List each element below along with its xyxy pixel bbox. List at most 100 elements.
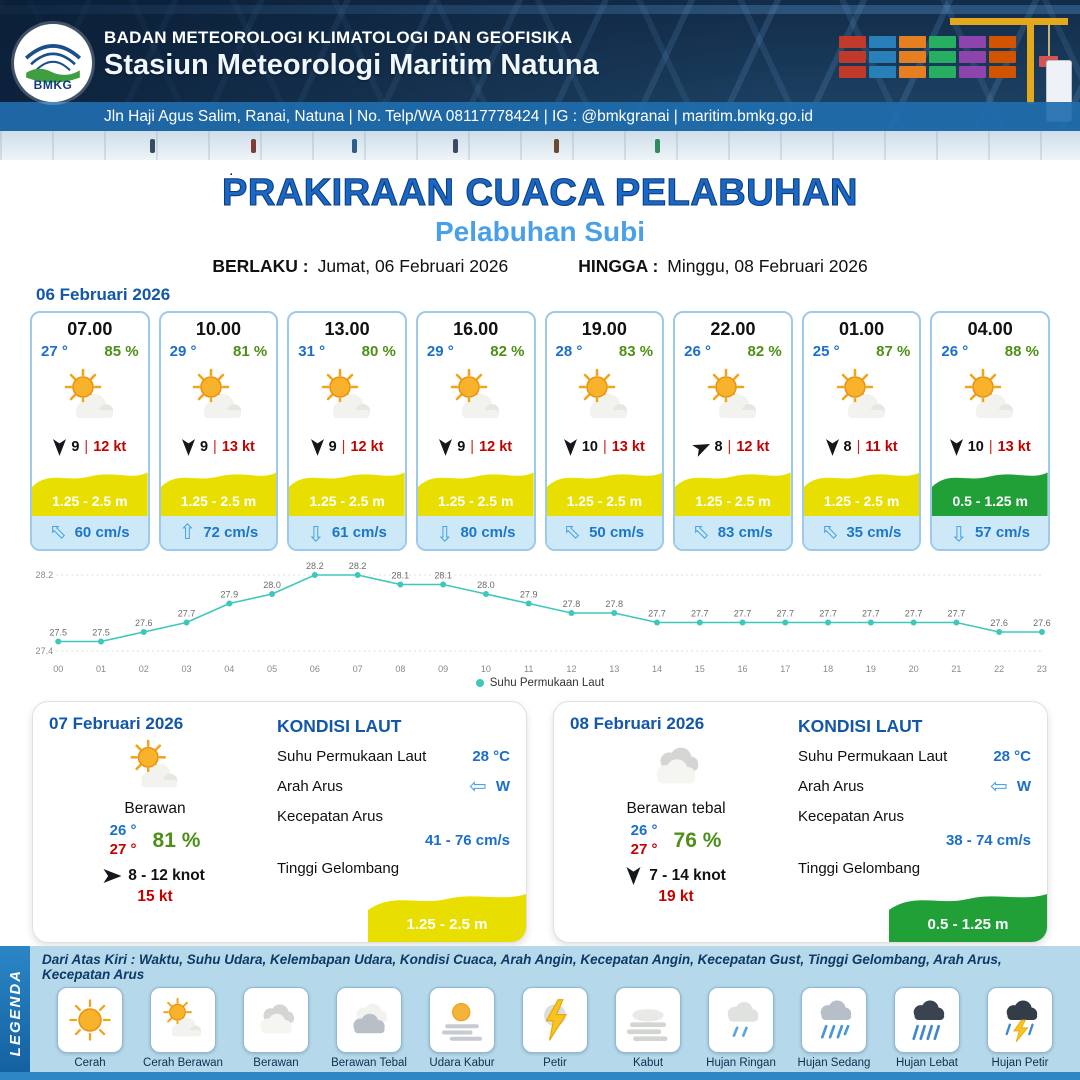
legend-weather-icon bbox=[809, 995, 859, 1045]
legend-label: Petir bbox=[543, 1057, 567, 1069]
air-temperature: 31 ° bbox=[298, 343, 326, 360]
weather-icon bbox=[636, 736, 716, 798]
gust-speed: 19 kt bbox=[658, 887, 694, 905]
wind-speed: 9 bbox=[328, 439, 337, 455]
current-speed-row: Kecepatan Arus bbox=[277, 808, 510, 825]
legend-item: Berawan bbox=[232, 987, 320, 1069]
svg-text:27.8: 27.8 bbox=[605, 599, 623, 609]
sst-line-chart: 28.2 27.4 27.5 00 27.5 01 27.6 02 27.7 03 27.9 04 28… bbox=[36, 561, 1051, 674]
svg-text:28.1: 28.1 bbox=[434, 571, 452, 581]
svg-text:11: 11 bbox=[524, 664, 533, 674]
svg-text:27.7: 27.7 bbox=[862, 609, 880, 619]
current-speed: 60 cm/s bbox=[74, 524, 130, 541]
wave-height-label: Tinggi Gelombang bbox=[277, 860, 400, 877]
wind-direction-icon bbox=[53, 438, 67, 456]
forecast-card: 16.00 29 ° 82 % 9 | 12 kt 1.25 - 2.5 m bbox=[415, 311, 536, 551]
forecast-time: 22.00 bbox=[710, 319, 756, 339]
forecast-time: 04.00 bbox=[967, 319, 1013, 339]
current-speed-row: Kecepatan Arus bbox=[798, 808, 1031, 825]
wind-direction-icon bbox=[181, 438, 195, 456]
legend-item: Cerah bbox=[46, 987, 134, 1069]
wave-height-value: 0.5 - 1.25 m bbox=[927, 916, 1009, 933]
current-direction-row: Arah Arus ⇧ W bbox=[277, 776, 510, 797]
legend-sidebar-label: LEGENDA bbox=[6, 969, 24, 1057]
legend-weather-icon bbox=[995, 995, 1045, 1045]
humidity: 80 % bbox=[361, 343, 396, 360]
legend-item: Hujan Lebat bbox=[883, 987, 971, 1069]
current-direction-value: W bbox=[1016, 778, 1031, 795]
humidity: 83 % bbox=[618, 343, 654, 360]
current-direction-icon: ⇧ bbox=[687, 518, 717, 547]
current-direction-value: W bbox=[495, 778, 510, 795]
gust-speed: 12 kt bbox=[93, 439, 127, 455]
svg-text:22: 22 bbox=[994, 664, 1004, 674]
wind-direction-icon bbox=[949, 438, 963, 456]
air-temperature: 27 ° bbox=[41, 343, 68, 360]
temp-humidity-row: 29 ° 81 % bbox=[161, 340, 277, 360]
humidity: 82 % bbox=[490, 343, 525, 360]
sea-title: KONDISI LAUT bbox=[798, 716, 923, 736]
wind-row: 10 | 13 kt bbox=[932, 434, 1048, 460]
svg-text:27.9: 27.9 bbox=[220, 590, 238, 600]
legend-icon-box bbox=[243, 987, 309, 1053]
legend-icon-box bbox=[336, 987, 402, 1053]
svg-text:27.7: 27.7 bbox=[734, 609, 752, 619]
wave-height-band: 1.25 - 2.5 m bbox=[675, 462, 791, 516]
header-platform-strip bbox=[0, 131, 1080, 160]
wind-direction-icon bbox=[439, 438, 453, 456]
weather-icon bbox=[932, 360, 1048, 434]
header: BMKG BADAN METEOROLOGI KLIMATOLOGI DAN G… bbox=[0, 0, 1080, 160]
temp-humidity-row: 26 ° 82 % bbox=[675, 340, 791, 360]
weather-icon bbox=[32, 360, 148, 434]
svg-text:04: 04 bbox=[224, 664, 234, 674]
svg-text:27.4: 27.4 bbox=[36, 646, 54, 656]
weather-icon bbox=[418, 360, 534, 434]
svg-text:02: 02 bbox=[139, 664, 149, 674]
weather-icon bbox=[675, 360, 791, 434]
wind-range: 8 - 12 knot bbox=[128, 866, 205, 884]
air-temperature: 29 ° bbox=[169, 343, 197, 360]
wind-speed: 8 bbox=[714, 439, 723, 455]
weather-icon bbox=[547, 360, 663, 434]
forecast-time: 01.00 bbox=[839, 319, 885, 339]
svg-text:27.7: 27.7 bbox=[948, 609, 966, 619]
svg-text:27.9: 27.9 bbox=[520, 590, 538, 600]
separator: | bbox=[341, 439, 346, 455]
daily-panels: 07 Februari 2026 Berawan 26 ° 27 ° 81 % … bbox=[32, 701, 1048, 943]
sea-conditions: KONDISI LAUT Suhu Permukaan Laut 28 °C A… bbox=[782, 714, 1031, 930]
wave-height-badge: 0.5 - 1.25 m bbox=[889, 884, 1047, 942]
svg-text:15: 15 bbox=[695, 664, 705, 674]
forecast-card: 07.00 27 ° 85 % 9 | 12 kt 1.25 - 2.5 m bbox=[30, 311, 150, 551]
svg-text:27.7: 27.7 bbox=[648, 609, 666, 619]
svg-text:28.1: 28.1 bbox=[392, 571, 410, 581]
wave-height-band: 1.25 - 2.5 m bbox=[32, 462, 148, 516]
weather-icon bbox=[161, 360, 277, 434]
svg-text:27.6: 27.6 bbox=[1033, 618, 1051, 628]
current-direction-icon: ⇧ bbox=[307, 521, 325, 544]
legend-icon-box bbox=[708, 987, 774, 1053]
temp-humidity-group: 26 ° 27 ° 81 % bbox=[49, 822, 261, 860]
panel-date: 07 Februari 2026 bbox=[49, 714, 184, 733]
legend-weather-icon bbox=[158, 995, 208, 1045]
svg-text:27.7: 27.7 bbox=[691, 609, 709, 619]
separator: | bbox=[213, 439, 217, 455]
forecast-time: 16.00 bbox=[453, 319, 499, 339]
gust-speed: 12 kt bbox=[736, 439, 770, 455]
legend-label: Kabut bbox=[632, 1057, 664, 1069]
svg-text:14: 14 bbox=[652, 664, 662, 674]
wave-height-band: 1.25 - 2.5 m bbox=[289, 462, 405, 516]
temp-max: 27 ° bbox=[109, 840, 137, 858]
legend-icon-box bbox=[615, 987, 681, 1053]
legend-weather-icon bbox=[902, 995, 952, 1045]
current-row: ⇧ 57 cm/s bbox=[932, 516, 1048, 549]
legend-weather-icon bbox=[251, 995, 301, 1045]
page-title: PRAKIRAAN CUACA PELABUHAN bbox=[221, 171, 858, 214]
svg-text:27.7: 27.7 bbox=[178, 609, 196, 619]
wind-direction-icon bbox=[310, 438, 324, 456]
wave-height-band: 1.25 - 2.5 m bbox=[417, 462, 534, 516]
separator: | bbox=[84, 439, 89, 455]
current-direction-icon: ⇧ bbox=[950, 521, 968, 544]
legend-item: Hujan Sedang bbox=[790, 987, 878, 1069]
current-row: ⇧ 50 cm/s bbox=[546, 516, 663, 549]
